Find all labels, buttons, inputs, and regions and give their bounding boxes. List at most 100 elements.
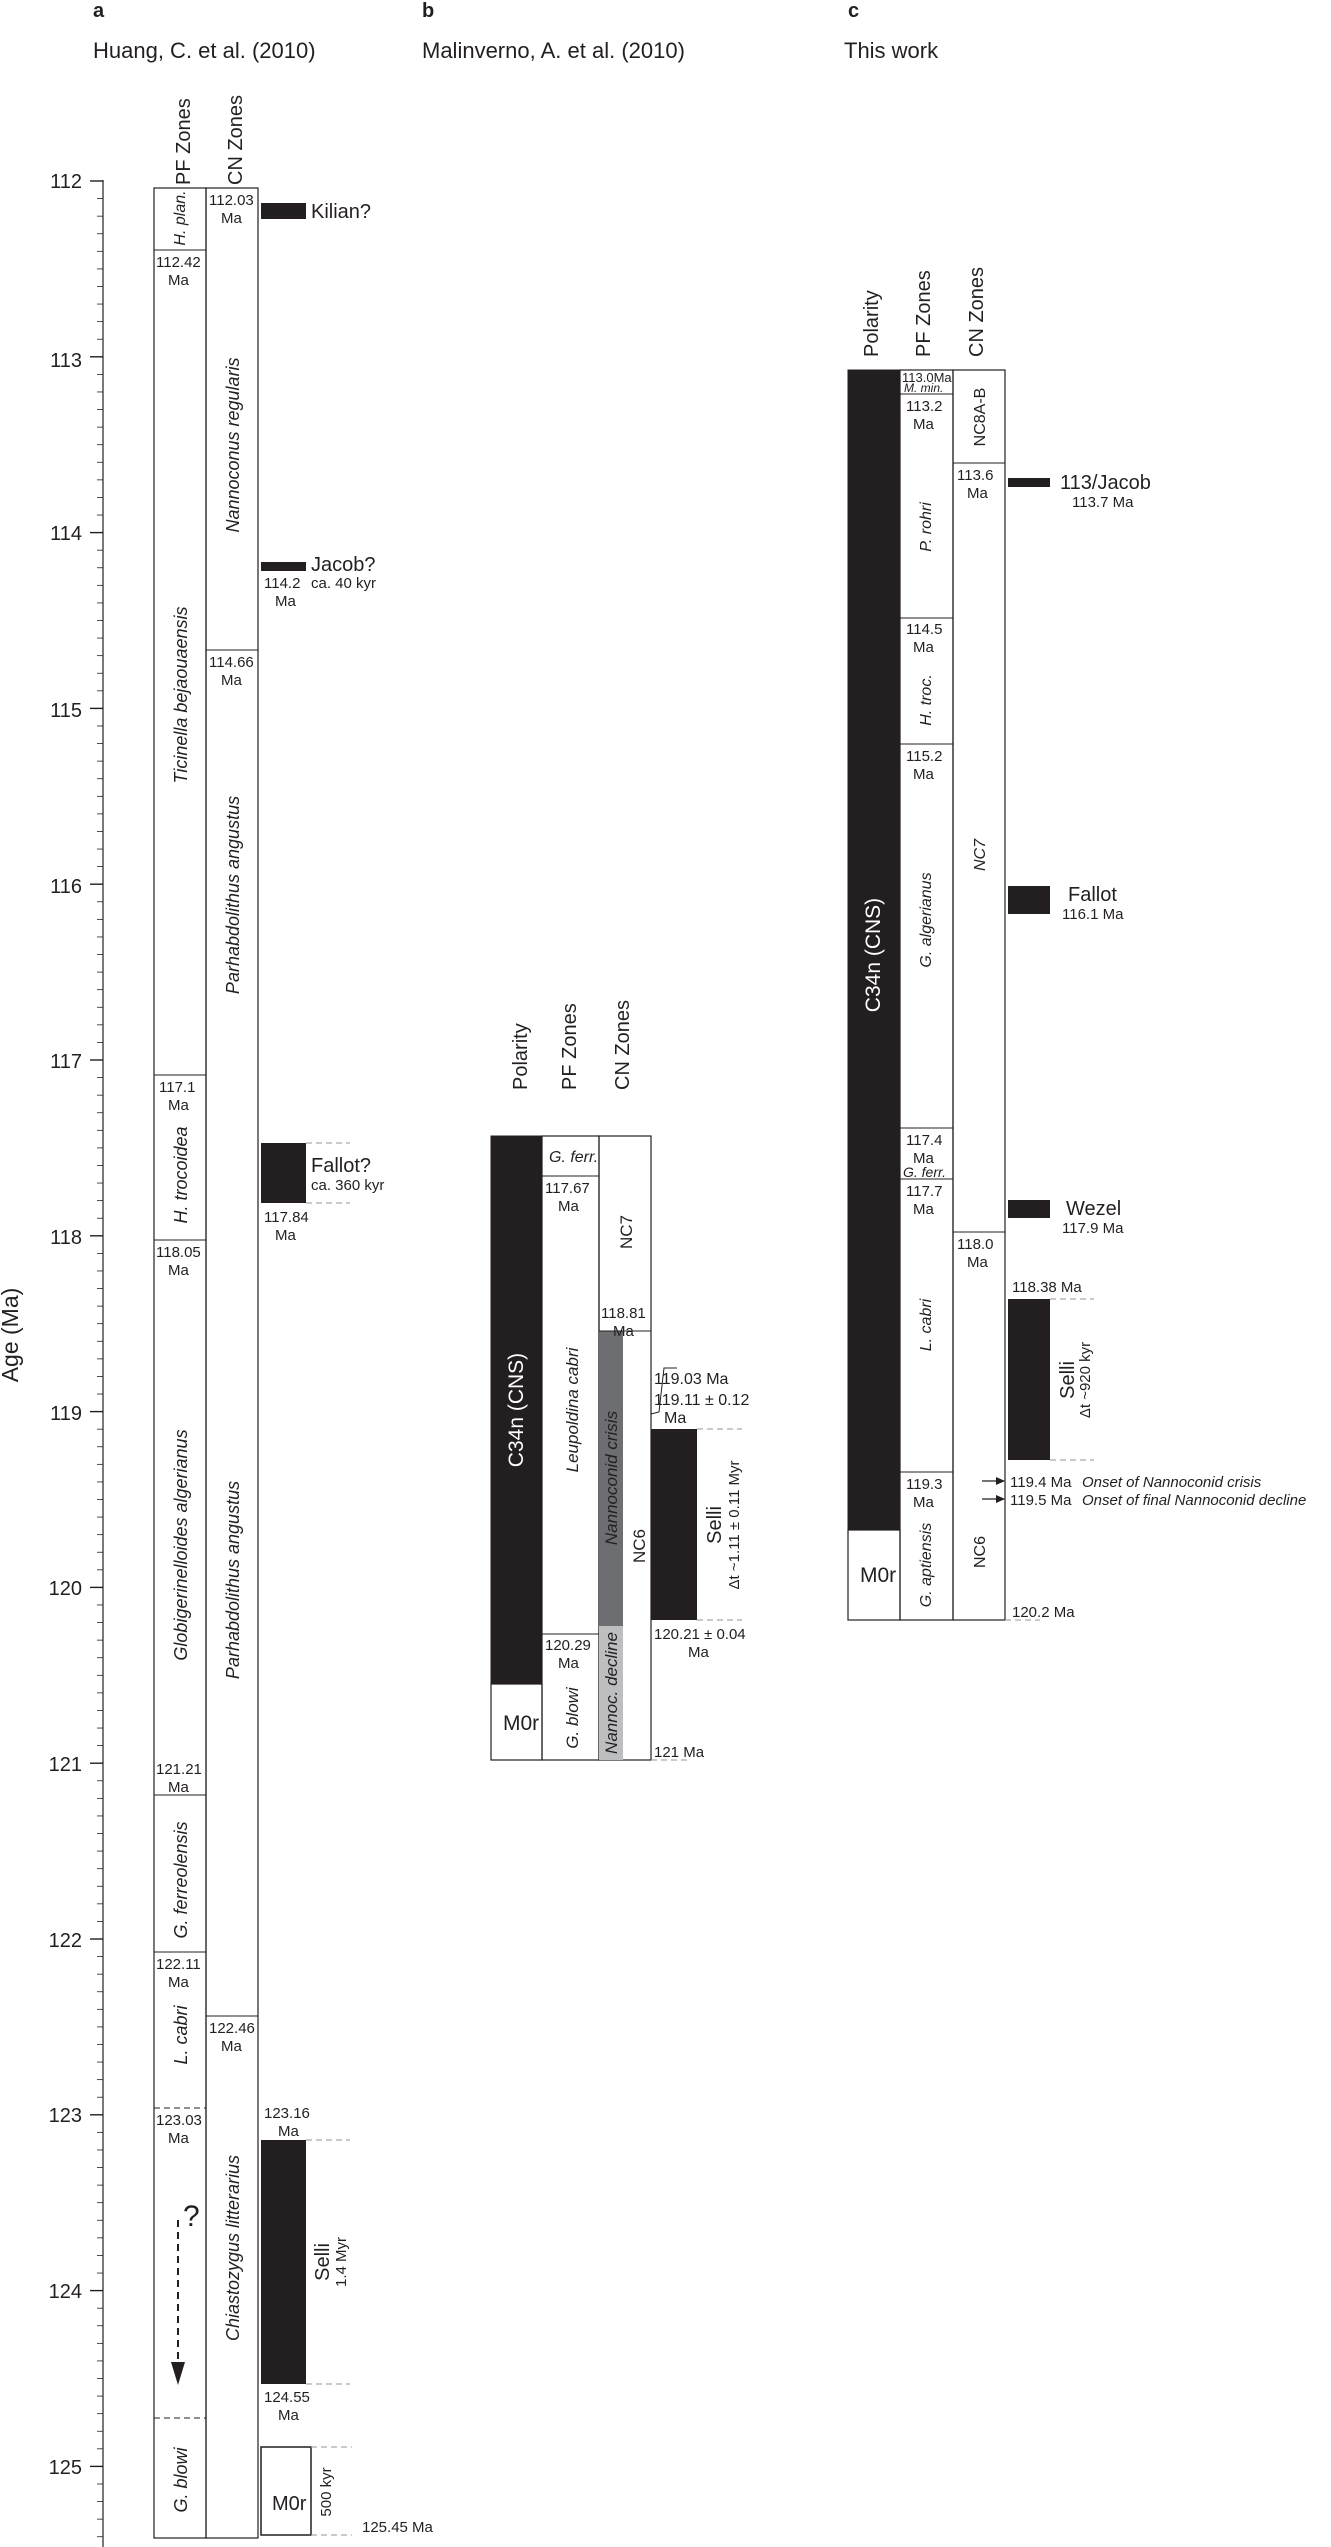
axis-tick-label: 123	[49, 2105, 82, 2127]
arrowhead-icon	[996, 1495, 1005, 1503]
axis-tick-label: 114	[50, 523, 82, 545]
cn-age: 118.0	[957, 1236, 993, 1253]
event-label: Wezel	[1066, 1198, 1121, 1220]
pf-age-unit: Ma	[168, 2130, 189, 2147]
axis-tick-label: 125	[49, 2457, 82, 2479]
cn-column	[952, 369, 1006, 1621]
cn-age-unit: Ma	[221, 672, 242, 689]
pf-age-unit: Ma	[913, 766, 934, 783]
panel-letter: a	[93, 0, 105, 22]
pf-zone-label: H. troc.	[918, 674, 935, 726]
panel-a: a Huang, C. et al. (2010) PF Zones CN Zo…	[93, 0, 434, 2539]
axis-tick-label: 122	[49, 1930, 82, 1952]
event-age-unit: Ma	[688, 1644, 709, 1661]
onset-age: 119.5 Ma	[1010, 1492, 1072, 1509]
panel-title: This work	[844, 38, 939, 63]
cn-zones-header: CN Zones	[966, 267, 988, 357]
age-axis: 112 113 114 115 116 117 118 119 120 121 …	[0, 171, 104, 2547]
cn-age-unit: Ma	[221, 2038, 242, 2055]
cn-zone-label: Chiastozygus litterarius	[223, 2155, 243, 2341]
event-age-unit: Ma	[275, 593, 296, 610]
pf-zone-label: G. ferr.	[549, 1149, 598, 1166]
pf-age-unit: Ma	[168, 272, 189, 289]
cn-zone-label: Parhabdolithus angustus	[223, 796, 243, 994]
polarity-header: Polarity	[861, 290, 883, 357]
event-label: Fallot	[1068, 884, 1117, 906]
m0r-box	[260, 2446, 312, 2536]
panel-letter: c	[848, 0, 859, 22]
axis-tick-label: 115	[50, 700, 82, 722]
event-age-unit: Ma	[278, 2407, 299, 2424]
pf-zone-label: Ticinella bejaouaensis	[171, 607, 191, 784]
pf-zone-label: Leupoldina cabri	[563, 1346, 582, 1472]
base-age: 120.2 Ma	[1012, 1604, 1075, 1621]
pf-age-unit: Ma	[168, 1262, 189, 1279]
cn-age-unit: Ma	[221, 210, 242, 227]
polarity-c34n	[847, 369, 901, 1531]
pf-age: 113.2	[906, 398, 942, 415]
event-label: Fallot?	[311, 1155, 371, 1177]
axis-tick-label: 124	[49, 2281, 82, 2303]
pf-zone-label: P. rohri	[918, 502, 935, 552]
event-label: Selli	[704, 1506, 726, 1544]
cn-age-unit: Ma	[967, 485, 988, 502]
onset-text: Onset of Nannoconid crisis	[1082, 1474, 1262, 1491]
cn-zone-label: NC6	[630, 1529, 649, 1563]
pf-age: 121.21	[156, 1761, 202, 1778]
event-age: 123.16	[264, 2105, 310, 2122]
event-bar-wezel	[1008, 1200, 1050, 1218]
m0r-duration: 500 kyr	[318, 2467, 335, 2516]
arrowhead-icon	[171, 2362, 185, 2385]
pf-age: 117.67	[545, 1180, 590, 1197]
pf-zones-header: PF Zones	[913, 270, 935, 357]
pf-age-unit: Ma	[913, 1150, 934, 1167]
cn-zones-header: CN Zones	[612, 1000, 634, 1090]
event-label: 113/Jacob	[1060, 472, 1151, 494]
pf-zones-header: PF Zones	[173, 98, 195, 185]
age-label: 121 Ma	[654, 1744, 705, 1761]
event-sublabel: 116.1 Ma	[1062, 906, 1124, 923]
axis-tick-label: 117	[50, 1051, 82, 1073]
pf-zones-header: PF Zones	[559, 1003, 581, 1090]
pf-zone-label: G. blowi	[171, 2446, 191, 2512]
pf-age: 114.5	[906, 621, 942, 638]
event-sublabel: ca. 40 kyr	[311, 575, 376, 592]
event-bar-fallot	[261, 1143, 306, 1203]
pf-age-unit: Ma	[913, 1494, 934, 1511]
event-age: 117.84	[264, 1209, 309, 1226]
pf-age: 117.7	[906, 1183, 942, 1200]
pf-age: 122.11	[156, 1956, 201, 1973]
axis-tick-label: 121	[49, 1754, 82, 1776]
axis-tick-label: 118	[50, 1227, 82, 1249]
nannoconid-crisis-bar	[599, 1331, 623, 1626]
axis-label: Age (Ma)	[0, 1288, 23, 1383]
polarity-label: M0r	[860, 1564, 896, 1587]
m0r-label: M0r	[272, 2493, 307, 2515]
pf-zone-label: M. min.	[904, 381, 943, 395]
event-age: 124.55	[264, 2389, 310, 2406]
polarity-label: C34n (CNS)	[862, 898, 885, 1012]
question-mark: ?	[183, 2200, 200, 2233]
event-label: Jacob?	[311, 554, 376, 576]
pf-age-unit: Ma	[558, 1198, 579, 1215]
pf-age-unit: Ma	[168, 1097, 189, 1114]
event-age: 118.38 Ma	[1012, 1279, 1082, 1296]
panel-title: Malinverno, A. et al. (2010)	[422, 38, 685, 63]
event-label: Kilian?	[311, 201, 371, 223]
event-bar-kilian	[261, 203, 306, 219]
event-age: 120.21 ± 0.04	[654, 1626, 746, 1643]
axis-tick-label: 120	[49, 1578, 82, 1600]
pf-zone-label: L. cabri	[918, 1298, 935, 1351]
pf-age-unit: Ma	[168, 1779, 189, 1796]
pf-age-unit: Ma	[558, 1655, 579, 1672]
panel-letter: b	[422, 0, 434, 22]
polarity-label: M0r	[503, 1712, 539, 1735]
cn-zone-label: Nannoconus regularis	[223, 357, 243, 532]
pf-zone-label: G. ferreolensis	[171, 1821, 191, 1938]
event-bar-selli	[651, 1429, 697, 1620]
pf-age-unit: Ma	[913, 1201, 934, 1218]
cn-zone-label: NC6	[972, 1536, 989, 1568]
pf-zone-label: L. cabri	[171, 2004, 191, 2064]
pf-age-unit: Ma	[913, 416, 934, 433]
